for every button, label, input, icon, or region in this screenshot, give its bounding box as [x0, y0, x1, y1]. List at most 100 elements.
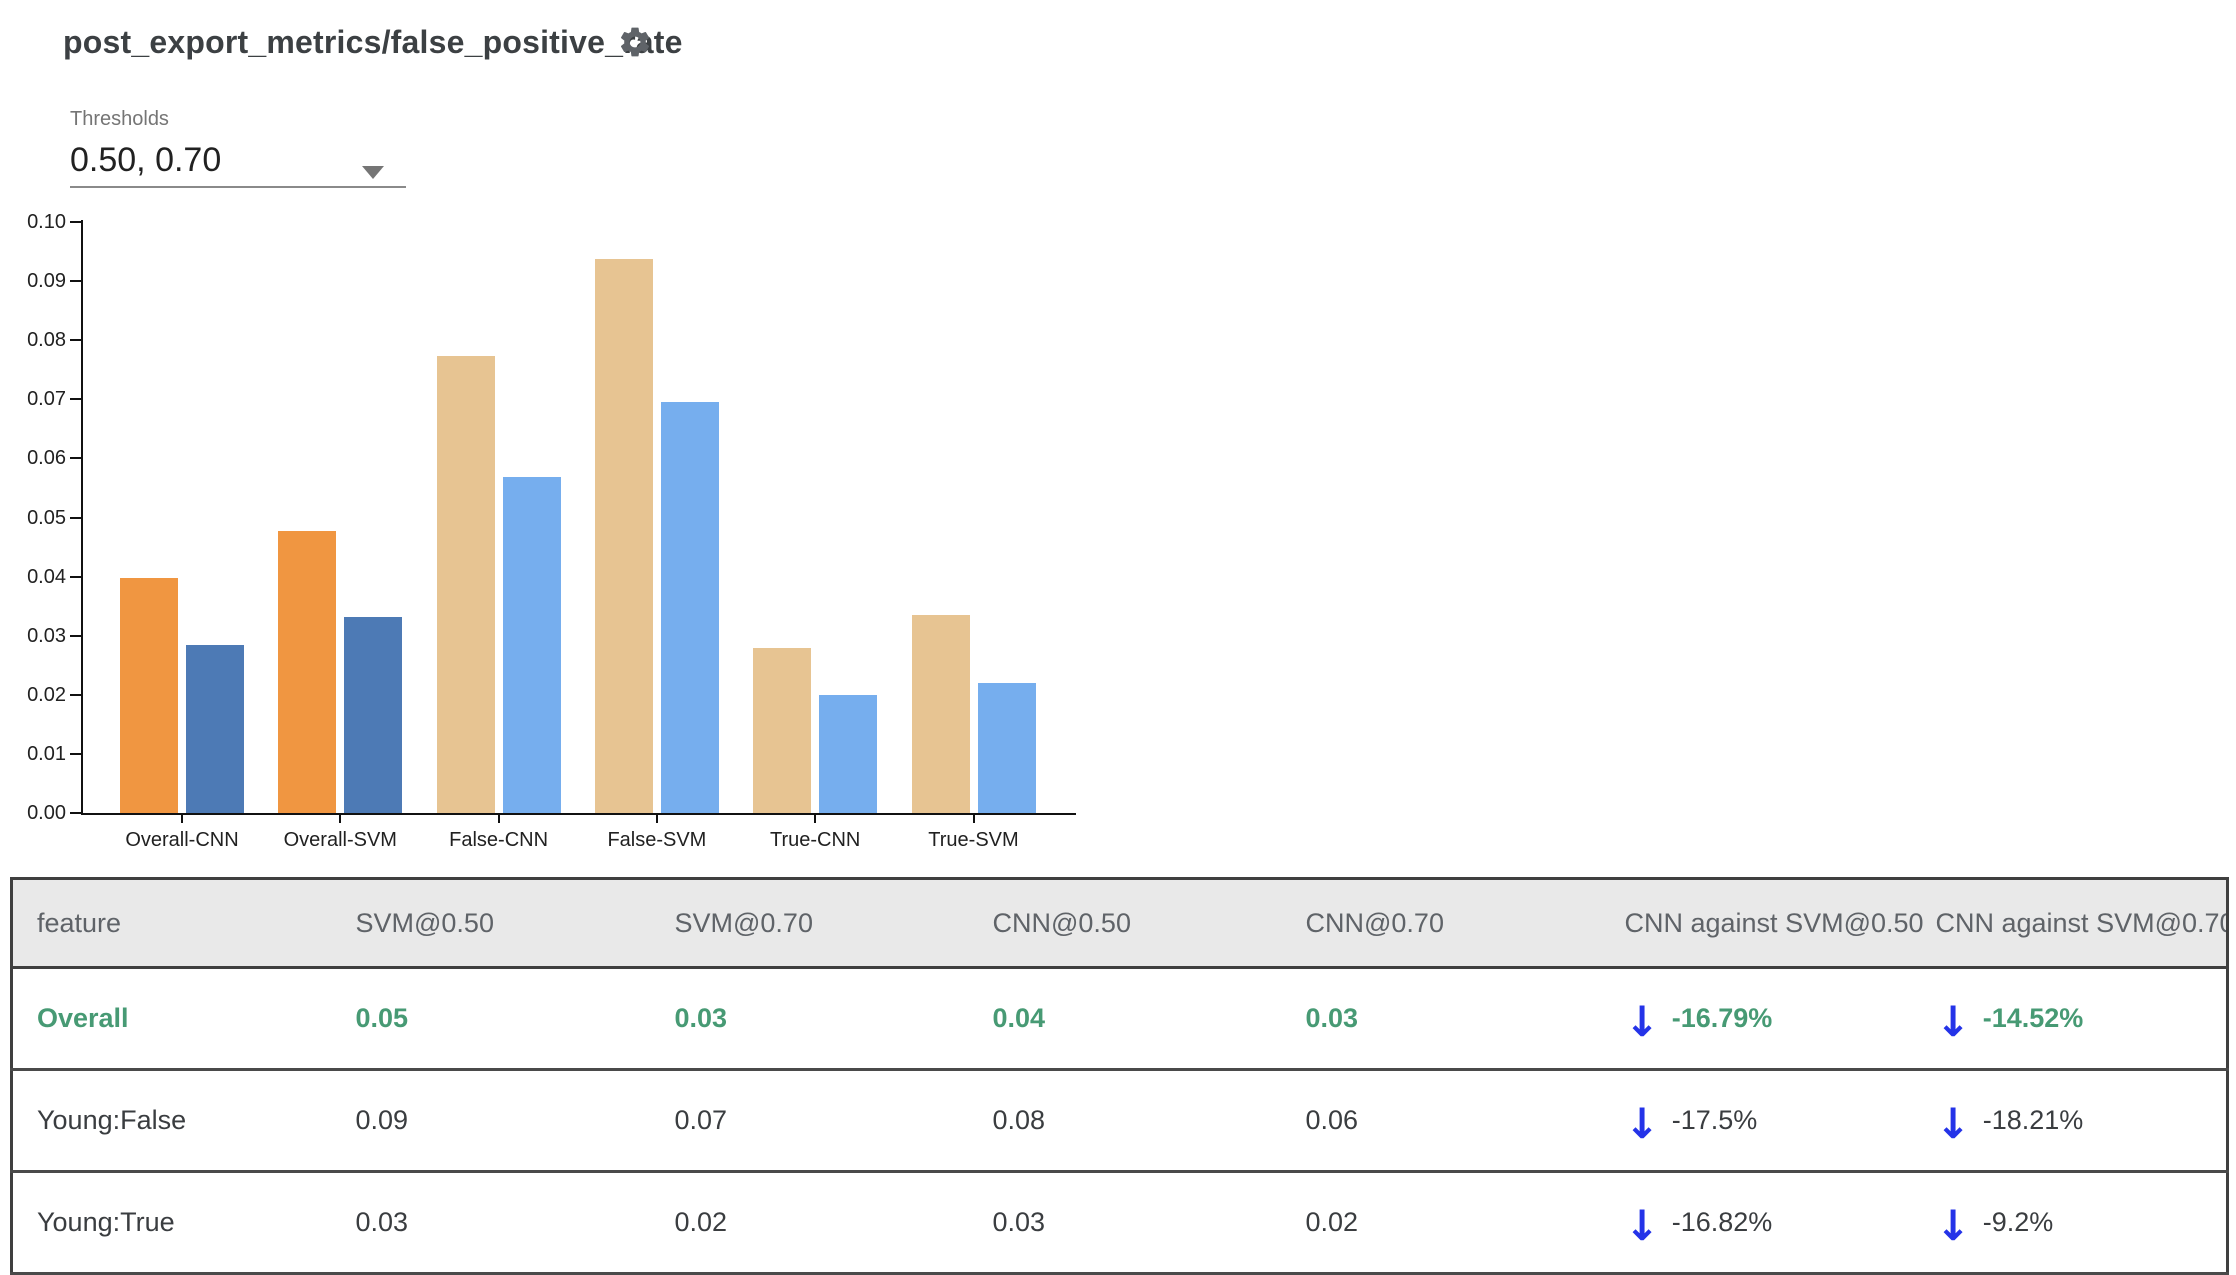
- bar-false-cnn-t070[interactable]: [502, 477, 561, 813]
- feature-cell: Young:False: [37, 1105, 187, 1135]
- bar-true-cnn-t050[interactable]: [753, 648, 812, 813]
- y-axis-tick: [70, 221, 81, 223]
- metric-value-cell: 0.02: [674, 1207, 728, 1237]
- down-arrow-icon: ↓: [1624, 1098, 1660, 1148]
- comparison-value: -16.79%: [1671, 1003, 1773, 1033]
- metric-value-cell: 0.03: [674, 1003, 728, 1033]
- y-axis-tick: [70, 398, 81, 401]
- metric-title: post_export_metrics/false_positive_rate: [63, 24, 683, 60]
- y-axis-tick-label: 0.06: [27, 447, 66, 470]
- y-axis-line: [81, 220, 83, 815]
- x-axis-category-label: True-CNN: [770, 829, 861, 851]
- bar-overall-cnn-t070[interactable]: [186, 645, 244, 813]
- y-axis-tick: [70, 457, 81, 460]
- comparison-value: -9.2%: [1982, 1207, 2054, 1237]
- down-arrow-icon: ↓: [1624, 1200, 1660, 1250]
- y-axis-tick: [70, 280, 81, 283]
- x-axis-category-label: True-SVM: [928, 829, 1019, 851]
- metrics-table-container: feature SVM@0.50 SVM@0.70 CNN@0.50 CNN@0.70 C…: [10, 877, 2229, 1275]
- x-axis-tick: [181, 815, 183, 823]
- dropdown-underline: [70, 186, 406, 188]
- y-axis-tick: [70, 752, 81, 755]
- y-axis-tick-label: 0.08: [27, 329, 66, 352]
- x-axis-category-label: False-CNN: [449, 829, 549, 851]
- x-axis-tick: [814, 815, 817, 823]
- bar-overall-svm-t070[interactable]: [344, 617, 403, 813]
- x-axis-category-label: False-SVM: [607, 829, 707, 851]
- y-axis-tick: [70, 339, 81, 342]
- down-arrow-icon: ↓: [1935, 996, 1971, 1046]
- comparison-value: -17.5%: [1671, 1105, 1758, 1135]
- x-axis-line: [81, 813, 1076, 815]
- column-header-feature: feature: [11, 878, 355, 969]
- column-header-cnn-against-svm-0-70: CNN against SVM@0.70: [1934, 878, 2228, 969]
- bar-overall-cnn-t050[interactable]: [120, 578, 178, 813]
- bar-false-svm-t050[interactable]: [594, 259, 653, 813]
- down-arrow-icon: ↓: [1624, 996, 1660, 1046]
- column-header-cnn-0-70: CNN@0.70: [1304, 878, 1624, 969]
- y-axis-tick: [70, 812, 81, 814]
- comparison-value: -14.52%: [1982, 1003, 2084, 1033]
- comparison-value: -18.21%: [1982, 1105, 2084, 1135]
- bar-false-cnn-t050[interactable]: [436, 356, 495, 813]
- thresholds-dropdown[interactable]: Thresholds 0.50, 0.70: [70, 108, 406, 188]
- y-axis-tick-label: 0.10: [27, 211, 66, 233]
- bar-true-cnn-t070[interactable]: [819, 695, 878, 813]
- y-axis-tick-label: 0.09: [27, 270, 66, 293]
- comparison-value: -16.82%: [1671, 1207, 1773, 1237]
- metrics-table: feature SVM@0.50 SVM@0.70 CNN@0.50 CNN@0.70 C…: [10, 877, 2229, 1275]
- x-axis-category-label: Overall-CNN: [125, 829, 239, 851]
- metric-value-cell: 0.02: [1305, 1207, 1359, 1237]
- down-arrow-icon: ↓: [1935, 1098, 1971, 1148]
- feature-cell: Overall: [37, 1003, 129, 1033]
- y-axis-tick-label: 0.05: [27, 506, 66, 529]
- comparison-cell: ↓ -14.52%: [1935, 968, 2228, 1070]
- metric-value-cell: 0.04: [992, 1003, 1046, 1033]
- column-header-svm-0-50: SVM@0.50: [354, 878, 674, 969]
- y-axis-tick-label: 0.01: [27, 742, 66, 765]
- table-row-young-true: Young:True 0.03 0.02 0.03 0.02 ↓ -16.82% ↓ -9.2%: [11, 1172, 2228, 1274]
- metric-value-cell: 0.08: [992, 1105, 1046, 1135]
- metric-value-cell: 0.03: [1305, 1003, 1359, 1033]
- settings-gear-icon[interactable]: [617, 24, 653, 60]
- y-axis-tick-label: 0.07: [27, 388, 66, 411]
- thresholds-label: Thresholds: [70, 108, 169, 130]
- x-axis-tick: [972, 815, 975, 823]
- table-row-overall: Overall 0.05 0.03 0.04 0.03 ↓ -16.79% ↓ -14.52%: [11, 968, 2228, 1070]
- thresholds-value: 0.50, 0.70: [70, 141, 222, 179]
- x-axis-tick: [339, 815, 342, 823]
- comparison-cell: ↓ -16.82%: [1624, 1172, 1935, 1274]
- metric-value-cell: 0.03: [992, 1207, 1046, 1237]
- down-arrow-icon: ↓: [1935, 1200, 1971, 1250]
- y-axis-tick-label: 0.02: [27, 683, 66, 706]
- false-positive-rate-bar-chart: 0.00 0.01 0.02 0.03 0.04 0.05 0.06 0.07 0.08 0.09…: [0, 0, 1120, 875]
- chevron-down-icon: [362, 166, 384, 179]
- column-header-cnn-0-50: CNN@0.50: [991, 878, 1305, 969]
- table-row-young-false: Young:False 0.09 0.07 0.08 0.06 ↓ -17.5% ↓ -18.2…: [11, 1070, 2228, 1172]
- metric-value-cell: 0.09: [355, 1105, 409, 1135]
- table-header-row: feature SVM@0.50 SVM@0.70 CNN@0.50 CNN@0.70 C…: [11, 878, 2228, 969]
- x-axis-tick: [497, 815, 500, 823]
- column-header-svm-0-70: SVM@0.70: [673, 878, 992, 969]
- bar-false-svm-t070[interactable]: [660, 402, 719, 813]
- y-axis-tick-label: 0.04: [27, 565, 66, 588]
- comparison-cell: ↓ -9.2%: [1935, 1172, 2228, 1274]
- comparison-cell: ↓ -16.79%: [1624, 968, 1935, 1070]
- metric-value-cell: 0.07: [674, 1105, 728, 1135]
- bar-overall-svm-t050[interactable]: [278, 531, 337, 813]
- y-axis-tick: [70, 693, 81, 696]
- y-axis-tick: [70, 634, 81, 637]
- metric-value-cell: 0.05: [355, 1003, 409, 1033]
- metric-value-cell: 0.06: [1305, 1105, 1359, 1135]
- bar-true-svm-t050[interactable]: [911, 615, 970, 813]
- metric-value-cell: 0.03: [355, 1207, 409, 1237]
- x-axis-tick: [655, 815, 658, 823]
- comparison-cell: ↓ -18.21%: [1935, 1070, 2228, 1172]
- y-axis-tick: [70, 516, 81, 519]
- feature-cell: Young:True: [37, 1207, 175, 1237]
- bar-true-svm-t070[interactable]: [977, 683, 1036, 813]
- y-axis-tick: [70, 575, 81, 578]
- x-axis-category-label: Overall-SVM: [283, 829, 397, 851]
- comparison-cell: ↓ -17.5%: [1624, 1070, 1935, 1172]
